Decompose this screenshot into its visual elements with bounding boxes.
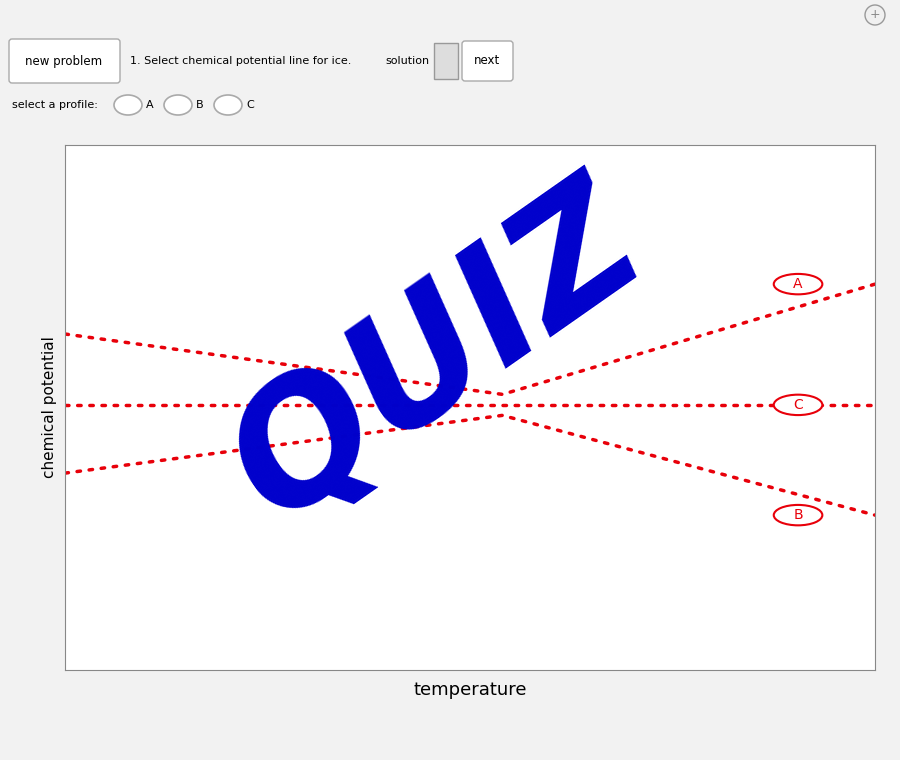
Ellipse shape: [774, 505, 823, 525]
Text: B: B: [196, 100, 203, 110]
Text: C: C: [246, 100, 254, 110]
Text: A: A: [146, 100, 154, 110]
Text: QUIZ: QUIZ: [202, 157, 672, 553]
Text: B: B: [793, 508, 803, 522]
X-axis label: temperature: temperature: [413, 681, 526, 699]
Text: A: A: [793, 277, 803, 291]
Text: C: C: [793, 398, 803, 412]
Text: solution: solution: [385, 56, 429, 66]
Ellipse shape: [114, 95, 142, 115]
Ellipse shape: [774, 274, 823, 294]
Text: 1. Select chemical potential line for ice.: 1. Select chemical potential line for ic…: [130, 56, 351, 66]
Ellipse shape: [774, 394, 823, 415]
Y-axis label: chemical potential: chemical potential: [41, 337, 57, 479]
FancyBboxPatch shape: [462, 41, 513, 81]
Text: +: +: [869, 8, 880, 21]
FancyBboxPatch shape: [434, 43, 458, 79]
Text: new problem: new problem: [25, 55, 103, 68]
Text: next: next: [474, 55, 500, 68]
FancyBboxPatch shape: [9, 39, 120, 83]
Circle shape: [865, 5, 885, 25]
Text: select a profile:: select a profile:: [12, 100, 98, 110]
Ellipse shape: [164, 95, 192, 115]
Ellipse shape: [214, 95, 242, 115]
